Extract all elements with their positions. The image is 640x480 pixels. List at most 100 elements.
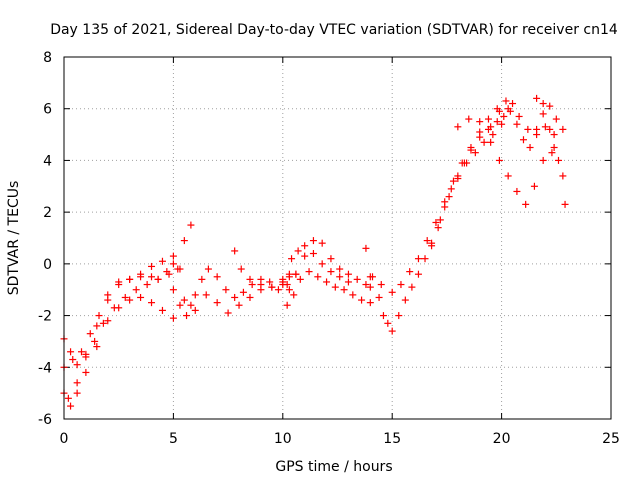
data-point <box>158 257 166 265</box>
data-point <box>436 216 444 224</box>
data-point <box>126 275 134 283</box>
x-tick-label: 15 <box>383 431 401 447</box>
data-point <box>447 185 455 193</box>
data-point <box>285 273 293 281</box>
data-point <box>377 281 385 289</box>
data-point <box>509 100 517 108</box>
data-point <box>375 293 383 301</box>
data-point <box>202 291 210 299</box>
data-point <box>515 112 523 120</box>
data-point <box>362 281 370 289</box>
data-point <box>180 237 188 245</box>
data-point <box>463 159 471 167</box>
data-point <box>115 304 123 312</box>
data-point <box>231 247 239 255</box>
data-point <box>519 136 527 144</box>
data-point <box>421 255 429 263</box>
data-point <box>366 273 374 281</box>
data-point <box>67 402 75 410</box>
data-point <box>539 110 547 118</box>
data-point <box>495 156 503 164</box>
data-point <box>78 348 86 356</box>
data-point <box>513 187 521 195</box>
data-point <box>266 278 274 286</box>
data-point <box>318 239 326 247</box>
data-point <box>187 301 195 309</box>
data-point <box>495 107 503 115</box>
data-point <box>86 330 94 338</box>
data-point <box>546 102 554 110</box>
data-point <box>204 265 212 273</box>
data-point <box>318 260 326 268</box>
data-point <box>445 193 453 201</box>
data-point <box>467 144 475 151</box>
data-point <box>222 286 230 294</box>
data-point <box>331 283 339 291</box>
data-point <box>169 314 177 322</box>
grid-layer <box>64 57 611 419</box>
data-point <box>548 149 556 157</box>
data-point <box>500 112 508 120</box>
data-point <box>93 343 101 351</box>
data-point <box>248 281 256 289</box>
data-point <box>121 293 129 301</box>
data-point <box>91 337 99 345</box>
data-point <box>309 237 317 245</box>
y-tick-label: 2 <box>43 205 52 221</box>
data-point <box>489 131 497 139</box>
data-layer <box>60 94 569 410</box>
data-point <box>158 306 166 314</box>
data-point <box>476 118 484 126</box>
data-point <box>169 286 177 294</box>
data-point <box>257 281 265 289</box>
data-point <box>169 252 177 260</box>
data-point <box>388 327 396 335</box>
series-track-8 <box>279 237 374 294</box>
data-point <box>530 182 538 190</box>
series-track-7 <box>231 247 293 291</box>
y-tick-label: 0 <box>43 257 52 273</box>
data-point <box>541 123 549 131</box>
chart-title: Day 135 of 2021, Sidereal Day-to-day VTE… <box>50 22 618 38</box>
data-point <box>358 296 366 304</box>
data-point <box>235 301 243 309</box>
y-tick-label: -6 <box>38 412 52 428</box>
data-point <box>305 268 313 276</box>
series-track-16 <box>533 94 569 208</box>
data-point <box>283 301 291 309</box>
data-point <box>480 138 488 146</box>
data-point <box>64 394 72 402</box>
data-point <box>454 175 462 183</box>
data-point <box>154 275 162 283</box>
data-point <box>513 120 521 128</box>
data-point <box>95 312 103 320</box>
y-tick-label: 4 <box>43 153 52 169</box>
data-point <box>384 319 392 327</box>
data-point <box>408 283 416 291</box>
data-point <box>336 265 344 273</box>
data-point <box>176 301 184 309</box>
data-point <box>290 291 298 299</box>
data-point <box>550 131 558 139</box>
data-point <box>539 100 547 108</box>
series-track-10 <box>288 242 352 286</box>
data-point <box>366 283 374 291</box>
data-point <box>559 125 567 133</box>
data-point <box>301 252 309 260</box>
series-track-12 <box>366 112 508 296</box>
y-tick-label: 8 <box>43 50 52 66</box>
series-track-14 <box>454 115 556 208</box>
data-point <box>239 288 247 296</box>
y-tick-label: 6 <box>43 102 52 118</box>
data-point <box>73 379 81 387</box>
data-point <box>559 172 567 180</box>
series-track-13 <box>428 107 558 247</box>
data-point <box>73 389 81 397</box>
series-track-3 <box>60 265 182 369</box>
data-point <box>449 177 457 185</box>
data-point <box>180 296 188 304</box>
data-point <box>327 255 335 263</box>
x-axis-label: GPS time / hours <box>275 459 392 475</box>
data-point <box>552 115 560 123</box>
y-axis-label: SDTVAR / TECUs <box>6 181 22 296</box>
